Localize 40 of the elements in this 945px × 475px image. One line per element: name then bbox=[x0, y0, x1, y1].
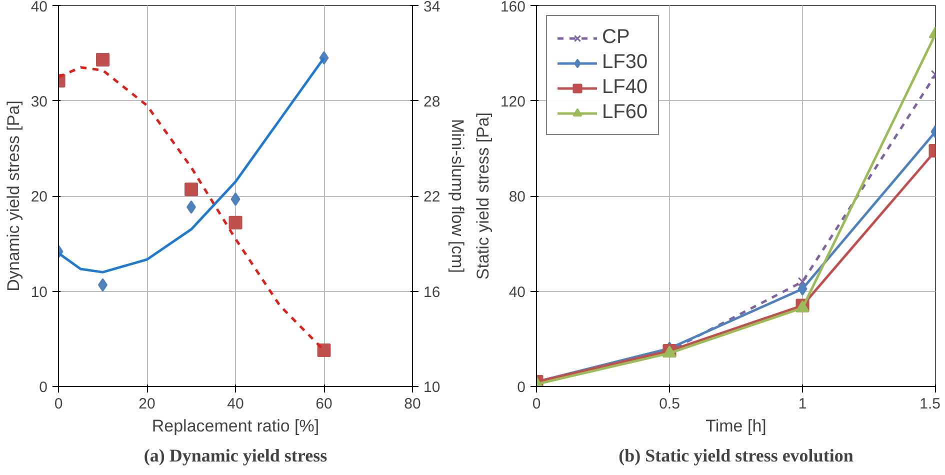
legend-label: LF30 bbox=[602, 51, 648, 74]
text: (b) Static yield stress evolution bbox=[618, 446, 854, 466]
y-tick-label: 120 bbox=[500, 93, 526, 110]
x-tick-label: 0 bbox=[532, 396, 541, 412]
x-tick-label: 80 bbox=[404, 396, 421, 412]
x-tick-label: 1.5 bbox=[920, 396, 941, 412]
x-tick-label: 1 bbox=[798, 396, 807, 412]
y-tick-label: 40 bbox=[508, 284, 526, 301]
point bbox=[317, 344, 331, 358]
y2-tick-label: 34 bbox=[424, 0, 440, 16]
legend-label: CP bbox=[602, 26, 630, 49]
x-tick-label: 20 bbox=[138, 396, 156, 412]
point bbox=[96, 53, 110, 67]
y-tick-label: 0 bbox=[39, 379, 48, 396]
y-axis-title: Dynamic yield stress [Pa] bbox=[4, 100, 23, 292]
point bbox=[184, 182, 198, 196]
x-tick-label: 40 bbox=[227, 396, 244, 412]
y2-tick-label: 28 bbox=[424, 93, 440, 110]
y-tick-label: 30 bbox=[30, 93, 48, 110]
y2-axis-title: Mini-slump flow [cm] bbox=[448, 119, 468, 273]
text: (a) Dynamic yield stress bbox=[144, 446, 328, 466]
x-tick-label: 0.5 bbox=[659, 396, 680, 412]
y-tick-label: 20 bbox=[30, 188, 48, 206]
x-axis-title: Time [h] bbox=[706, 416, 766, 436]
point bbox=[230, 192, 240, 206]
y-tick-label: 40 bbox=[30, 0, 48, 16]
x-tick-label: 0 bbox=[54, 396, 63, 412]
y2-tick-label: 10 bbox=[424, 379, 440, 396]
x-axis-title: Replacement ratio [%] bbox=[152, 416, 320, 436]
y2-tick-label: 16 bbox=[424, 284, 440, 301]
y-tick-label: 160 bbox=[500, 0, 526, 16]
y-axis-title: Static yield stress [Pa] bbox=[473, 112, 492, 280]
y-tick-label: 10 bbox=[30, 284, 48, 301]
legend-label: LF40 bbox=[602, 76, 648, 99]
y2-tick-label: 22 bbox=[424, 188, 440, 206]
legend-label: LF60 bbox=[602, 101, 648, 124]
y-tick-label: 80 bbox=[508, 188, 526, 206]
point bbox=[228, 216, 242, 230]
y-tick-label: 0 bbox=[517, 379, 526, 396]
x-tick-label: 60 bbox=[316, 396, 332, 412]
